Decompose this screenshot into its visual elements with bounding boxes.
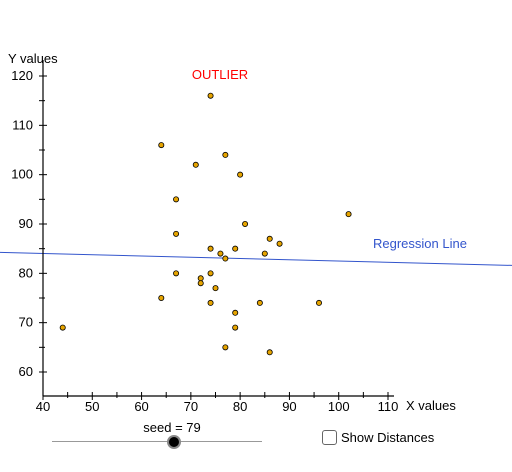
data-point xyxy=(207,299,214,306)
data-point xyxy=(217,250,224,257)
seed-slider-track[interactable] xyxy=(52,441,262,442)
data-point xyxy=(207,270,214,277)
y-tick-label: 90 xyxy=(19,216,33,231)
x-tick-label: 50 xyxy=(85,399,99,414)
data-point xyxy=(276,240,283,247)
x-tick-label: 100 xyxy=(328,399,350,414)
data-point xyxy=(59,324,66,331)
data-point xyxy=(266,349,273,356)
x-tick-label: 80 xyxy=(233,399,247,414)
data-point xyxy=(173,230,180,237)
data-point xyxy=(237,171,244,178)
data-point xyxy=(192,161,199,168)
y-tick-label: 110 xyxy=(12,117,33,132)
data-point xyxy=(261,250,268,257)
x-tick-label: 60 xyxy=(134,399,148,414)
data-point xyxy=(232,309,239,316)
x-axis-label: X values xyxy=(406,398,456,413)
data-point xyxy=(266,235,273,242)
data-point xyxy=(345,211,352,218)
seed-label: seed = 79 xyxy=(143,420,201,435)
data-point xyxy=(242,220,249,227)
data-point xyxy=(232,245,239,252)
outlier-label: OUTLIER xyxy=(192,67,248,82)
y-tick-label: 60 xyxy=(19,364,33,379)
x-tick-label: 70 xyxy=(184,399,198,414)
data-point xyxy=(173,270,180,277)
data-point xyxy=(207,245,214,252)
data-point xyxy=(197,275,204,282)
x-tick-label: 40 xyxy=(36,399,50,414)
y-tick-label: 100 xyxy=(11,167,33,182)
seed-slider[interactable]: seed = 79 xyxy=(52,420,262,464)
regression-line-label: Regression Line xyxy=(373,236,467,251)
data-point xyxy=(256,299,263,306)
data-point xyxy=(222,255,229,262)
data-point xyxy=(197,280,204,287)
seed-slider-knob[interactable] xyxy=(166,435,181,449)
data-point xyxy=(158,142,165,149)
regression-line xyxy=(0,251,512,266)
data-point xyxy=(222,344,229,351)
data-point xyxy=(158,294,165,301)
data-point xyxy=(212,285,219,292)
data-point xyxy=(222,151,229,158)
y-tick-label: 80 xyxy=(19,265,33,280)
data-point xyxy=(315,299,322,306)
show-distances-option[interactable]: Show Distances xyxy=(322,430,434,445)
data-point xyxy=(207,92,214,99)
x-tick-label: 110 xyxy=(378,399,399,414)
data-point xyxy=(232,324,239,331)
scatter-plot: 40 50 60 70 80 90 100 110 60 70 80 90 100 110 120 Y val… xyxy=(0,51,512,414)
data-point xyxy=(173,196,180,203)
y-tick-label: 70 xyxy=(19,315,33,330)
y-tick-label: 120 xyxy=(11,68,33,83)
y-axis-label: Y values xyxy=(8,51,58,66)
show-distances-checkbox[interactable] xyxy=(322,430,337,445)
show-distances-label: Show Distances xyxy=(341,430,435,445)
x-tick-label: 90 xyxy=(282,399,296,414)
